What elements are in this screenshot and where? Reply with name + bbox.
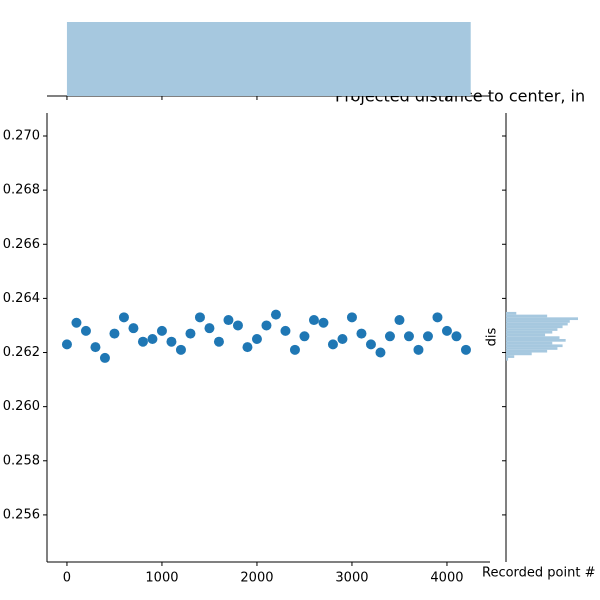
scatter-point xyxy=(441,325,452,336)
scatter-point xyxy=(261,320,272,331)
y-tick-label: 0.260 xyxy=(3,399,40,414)
scatter-point xyxy=(413,344,424,355)
top-histogram-bar xyxy=(66,22,471,96)
scatter-point xyxy=(375,347,386,358)
scatter-point xyxy=(137,336,148,347)
scatter-point xyxy=(346,312,357,323)
x-tick-label: 2000 xyxy=(240,571,273,586)
scatter-point xyxy=(242,342,253,353)
scatter-point xyxy=(451,331,462,342)
scatter-point xyxy=(194,312,205,323)
y-tick-label: 0.256 xyxy=(3,507,40,522)
scatter-point xyxy=(337,333,348,344)
scatter-point xyxy=(356,328,367,339)
scatter-point xyxy=(432,312,443,323)
scatter-point xyxy=(365,339,376,350)
right-histogram-bar xyxy=(506,341,553,345)
scatter-point xyxy=(175,344,186,355)
scatter-point xyxy=(308,315,319,326)
scatter-point xyxy=(128,323,139,334)
right-histogram-bar xyxy=(506,333,546,337)
y-tick-label: 0.264 xyxy=(3,291,40,306)
scatter-point xyxy=(90,342,101,353)
scatter-point xyxy=(270,309,281,320)
scatter-point xyxy=(61,339,72,350)
x-tick-label: 3000 xyxy=(335,571,368,586)
y-tick-label: 0.258 xyxy=(3,453,40,468)
y-tick-label: 0.268 xyxy=(3,183,40,198)
scatter-point xyxy=(422,331,433,342)
right-histogram-bar xyxy=(506,336,560,339)
x-tick-label: 1000 xyxy=(145,571,178,586)
scatter-point xyxy=(223,315,234,326)
scatter-point xyxy=(185,328,196,339)
scatter-point xyxy=(99,352,110,363)
scatter-point xyxy=(147,333,158,344)
x-tick-label: 4000 xyxy=(430,571,463,586)
scatter-point xyxy=(289,344,300,355)
right-histogram-bar xyxy=(506,330,553,334)
scatter-point xyxy=(109,328,120,339)
right-histogram-bar xyxy=(506,322,568,326)
x-tick-label: 0 xyxy=(63,571,71,586)
right-histogram-bar xyxy=(506,317,578,321)
scatter-point xyxy=(403,331,414,342)
right-histogram-bar xyxy=(506,344,563,348)
scatter-point xyxy=(71,317,82,328)
scatter-point xyxy=(318,317,329,328)
scatter-point xyxy=(299,331,310,342)
y-tick-label: 0.266 xyxy=(3,237,40,252)
right-histogram-bar xyxy=(506,328,558,331)
scatter-point xyxy=(232,320,243,331)
x-axis-label: Recorded point # xyxy=(482,566,595,581)
right-histogram-bar xyxy=(506,347,558,350)
right-histogram-bar xyxy=(506,320,570,323)
scatter-point xyxy=(251,333,262,344)
right-histogram-bar xyxy=(506,338,566,342)
right-histogram-bar xyxy=(506,352,532,356)
scatter-point xyxy=(166,336,177,347)
scatter-point xyxy=(384,331,395,342)
scatter-point xyxy=(156,325,167,336)
scatter-point xyxy=(213,336,224,347)
scatter-point xyxy=(460,344,471,355)
right-histogram-bar xyxy=(506,314,548,318)
right-histogram-bar xyxy=(506,355,515,358)
scatter-point xyxy=(280,325,291,336)
scatter-point xyxy=(204,323,215,334)
right-histogram-bar xyxy=(506,349,548,353)
scatter-point xyxy=(327,339,338,350)
y-tick-label: 0.262 xyxy=(3,345,40,360)
y-axis-label: dis xyxy=(485,327,500,346)
scatter-point xyxy=(394,315,405,326)
right-histogram-bar xyxy=(506,325,563,329)
right-histogram-bar xyxy=(506,311,517,315)
y-tick-label: 0.270 xyxy=(3,129,40,144)
scatter-point xyxy=(118,312,129,323)
right-histogram-bar xyxy=(506,357,509,361)
scatter-point xyxy=(80,325,91,336)
